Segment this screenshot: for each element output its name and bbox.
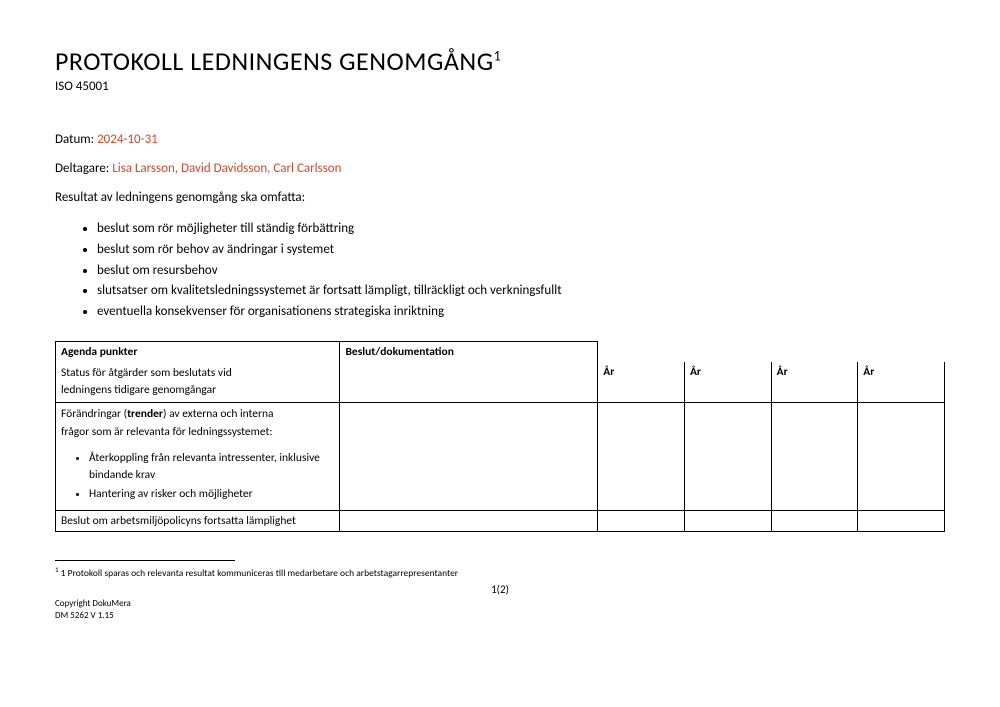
year-cell <box>684 510 771 531</box>
beslut-cell <box>340 444 598 510</box>
agenda-sublist: Återkoppling från relevanta intressenter… <box>89 447 334 507</box>
participants-value: Lisa Larsson, David Davidsson, Carl Carl… <box>112 161 341 176</box>
cell-text: Förändringar (trender) av externa och in… <box>61 406 334 423</box>
col-header-beslut: Beslut/dokumentation <box>340 341 598 362</box>
list-item: Hantering av risker och möjligheter <box>89 485 334 504</box>
page-number: 1(2) <box>55 583 945 596</box>
date-value: 2024-10-31 <box>97 132 158 147</box>
beslut-cell <box>340 403 598 444</box>
participants-label: Deltagare: <box>55 161 112 176</box>
col-header-year: År <box>771 362 858 403</box>
empty-header-cell <box>598 341 685 362</box>
empty-header-cell <box>858 341 945 362</box>
participants-line: Deltagare: Lisa Larsson, David Davidsson… <box>55 161 945 176</box>
document-title: PROTOKOLL LEDNINGENS GENOMGÅNG1 <box>55 45 945 77</box>
list-item: eventuella konsekvenser för organisation… <box>97 302 945 323</box>
document-subtitle: ISO 45001 <box>55 79 945 94</box>
year-cell <box>858 444 945 510</box>
list-item: beslut som rör behov av ändringar i syst… <box>97 240 945 261</box>
date-label: Datum: <box>55 132 97 147</box>
table-row: Beslut om arbetsmiljöpolicyns fortsatta … <box>56 510 945 531</box>
col-header-year: År <box>858 362 945 403</box>
copyright-block: Copyright DokuMera DM 5262 V 1.15 <box>55 598 945 621</box>
results-intro: Resultat av ledningens genomgång ska omf… <box>55 190 945 205</box>
agenda-cell: Status för åtgärder som beslutats vid le… <box>56 362 340 403</box>
title-text: PROTOKOLL LEDNINGENS GENOMGÅNG <box>55 45 494 77</box>
col-header-agenda: Agenda punkter <box>56 341 340 362</box>
empty-header-cell <box>771 341 858 362</box>
year-cell <box>598 510 685 531</box>
year-cell <box>771 510 858 531</box>
list-item: slutsatser om kvalitetsledningssystemet … <box>97 281 945 302</box>
col-header-year: År <box>684 362 771 403</box>
title-footnote-ref: 1 <box>494 47 502 64</box>
year-cell <box>771 444 858 510</box>
year-cell <box>858 510 945 531</box>
table-row: Återkoppling från relevanta intressenter… <box>56 444 945 510</box>
beslut-cell <box>340 362 598 403</box>
beslut-cell <box>340 510 598 531</box>
col-header-year: År <box>598 362 685 403</box>
list-item: beslut om resursbehov <box>97 261 945 282</box>
agenda-cell: Beslut om arbetsmiljöpolicyns fortsatta … <box>56 510 340 531</box>
list-item: Återkoppling från relevanta intressenter… <box>89 449 334 486</box>
list-item: beslut som rör möjligheter till ständig … <box>97 219 945 240</box>
date-line: Datum: 2024-10-31 <box>55 132 945 147</box>
table-row: Förändringar (trender) av externa och in… <box>56 403 945 444</box>
table-header-row: Agenda punkter Beslut/dokumentation <box>56 341 945 362</box>
year-cell <box>684 403 771 444</box>
agenda-cell: Återkoppling från relevanta intressenter… <box>56 444 340 510</box>
year-cell <box>858 403 945 444</box>
year-cell <box>598 444 685 510</box>
year-cell <box>684 444 771 510</box>
agenda-cell: Förändringar (trender) av externa och in… <box>56 403 340 444</box>
empty-header-cell <box>684 341 771 362</box>
cell-text: frågor som är relevanta för ledningssyst… <box>61 424 334 441</box>
cell-text: Status för åtgärder som beslutats vid <box>61 365 334 382</box>
footnote: 1 1 Protokoll sparas och relevanta resul… <box>55 565 945 579</box>
agenda-table: Agenda punkter Beslut/dokumentation Stat… <box>55 341 945 532</box>
table-row: Status för åtgärder som beslutats vid le… <box>56 362 945 403</box>
year-cell <box>771 403 858 444</box>
cell-text: ledningens tidigare genomgångar <box>61 382 334 399</box>
copyright-line: Copyright DokuMera <box>55 598 945 610</box>
footnote-separator <box>55 560 235 561</box>
year-cell <box>598 403 685 444</box>
results-list: beslut som rör möjligheter till ständig … <box>97 219 945 323</box>
document-id: DM 5262 V 1.15 <box>55 610 945 622</box>
footnote-text: 1 Protokoll sparas och relevanta resulta… <box>59 567 459 579</box>
